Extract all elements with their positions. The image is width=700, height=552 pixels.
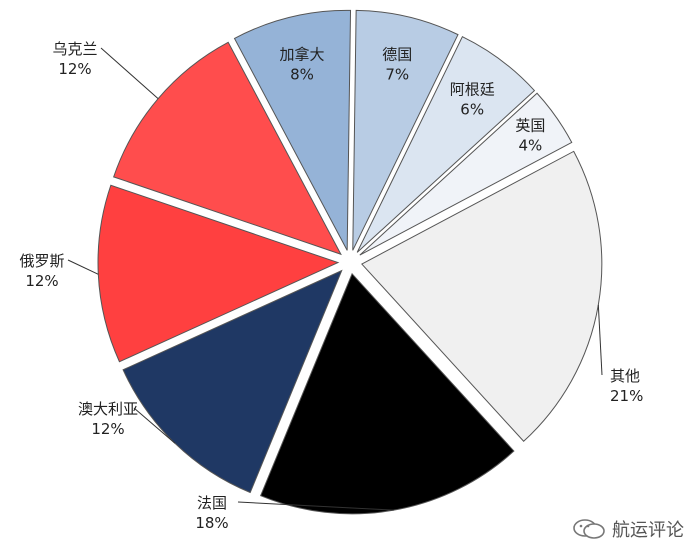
pie-slice-1: [233, 9, 352, 251]
slice-value-9: 12%: [58, 60, 91, 78]
slice-value-7: 12%: [91, 420, 124, 438]
slice-label-3: 阿根廷: [450, 81, 495, 99]
wechat-icon: [573, 519, 605, 539]
slice-value-8: 12%: [25, 272, 58, 290]
slice-value-2: 7%: [385, 66, 409, 84]
pie-slice-5: [361, 150, 603, 442]
pie-slice-2: [352, 9, 459, 251]
slice-value-6: 18%: [195, 514, 228, 532]
slice-label-9: 乌克兰: [52, 40, 97, 58]
slice-label-5: 其他: [610, 367, 640, 385]
pie-slice-8: [97, 184, 340, 363]
slice-value-5: 21%: [610, 387, 643, 405]
leader-line-9: [100, 47, 159, 100]
slice-value-1: 8%: [290, 66, 314, 84]
watermark-text: 航运评论: [612, 520, 684, 541]
pie-slice-4: [359, 92, 573, 256]
slice-label-8: 俄罗斯: [19, 252, 64, 270]
leader-line-5: [597, 304, 603, 376]
slice-label-7: 澳大利亚: [78, 400, 138, 418]
pie-slice-7: [122, 269, 343, 494]
pie-slice-9: [113, 41, 342, 256]
pie-slice-3: [356, 36, 536, 253]
leader-line-8: [67, 259, 99, 275]
slice-value-4: 4%: [519, 137, 543, 155]
leader-line-7: [133, 407, 176, 444]
watermark: 航运评论: [572, 516, 684, 542]
slice-label-1: 加拿大: [280, 46, 325, 64]
leader-line-6: [237, 501, 394, 511]
slice-label-6: 法国: [197, 494, 227, 512]
slice-label-2: 德国: [382, 46, 412, 64]
slice-value-3: 6%: [460, 101, 484, 119]
slice-label-4: 英国: [515, 117, 545, 135]
